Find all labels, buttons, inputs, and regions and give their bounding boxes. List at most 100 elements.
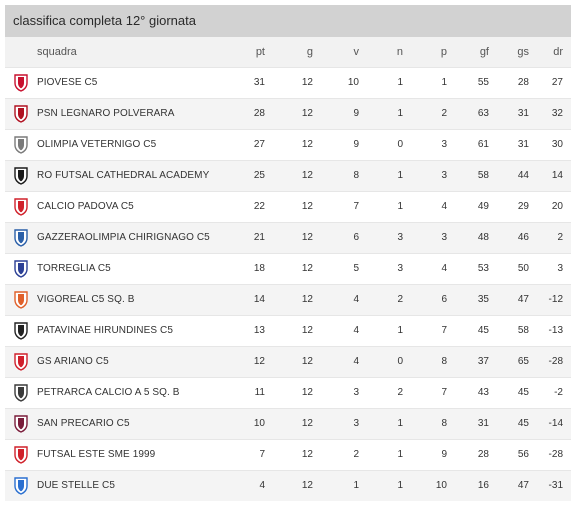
- cell-gf: 63: [455, 97, 497, 129]
- cell-p: 8: [411, 407, 455, 439]
- cell-v: 4: [321, 314, 367, 346]
- table-row[interactable]: FUTSAL ESTE SME 1999 7 12 2 1 9 28 56 -28: [5, 438, 571, 470]
- cell-p: 3: [411, 159, 455, 191]
- team-name[interactable]: SAN PRECARIO C5: [37, 418, 130, 429]
- futsal-este-crest-icon: [14, 445, 28, 464]
- team-name[interactable]: PSN LEGNARO POLVERARA: [37, 108, 175, 119]
- table-row[interactable]: RO FUTSAL CATHEDRAL ACADEMY 25 12 8 1 3 58 44 14: [5, 159, 571, 191]
- torreglia-crest-icon: [14, 259, 28, 278]
- cell-dr: 27: [537, 66, 571, 98]
- header-v[interactable]: v: [353, 45, 360, 58]
- table-row[interactable]: CALCIO PADOVA C5 22 12 7 1 4 49 29 20: [5, 190, 571, 222]
- cell-pt: 31: [223, 66, 273, 98]
- table-row[interactable]: GAZZERAOLIMPIA CHIRIGNAGO C5 21 12 6 3 3 48 46 2: [5, 221, 571, 253]
- table-row[interactable]: PSN LEGNARO POLVERARA 28 12 9 1 2 63 31 32: [5, 97, 571, 129]
- cell-gs: 47: [497, 469, 537, 501]
- cell-dr: 3: [537, 252, 571, 284]
- cell-gf: 61: [455, 128, 497, 160]
- team-name[interactable]: PATAVINAE HIRUNDINES C5: [37, 325, 174, 336]
- petrarca-crest-icon: [14, 383, 28, 402]
- cell-p: 7: [411, 376, 455, 408]
- header-p[interactable]: p: [440, 45, 447, 58]
- team-name[interactable]: PETRARCA CALCIO A 5 Sq. B: [37, 387, 180, 398]
- cell-pt: 7: [223, 438, 273, 470]
- cell-n: 1: [367, 407, 411, 439]
- table-row[interactable]: PIOVESE C5 31 12 10 1 1 55 28 27: [5, 66, 571, 98]
- cell-gs: 31: [497, 97, 537, 129]
- team-logo-cell: [5, 438, 37, 470]
- cell-dr: 32: [537, 97, 571, 129]
- table-row[interactable]: TORREGLIA C5 18 12 5 3 4 53 50 3: [5, 252, 571, 284]
- cell-n: 0: [367, 128, 411, 160]
- table-row[interactable]: PATAVINAE HIRUNDINES C5 13 12 4 1 7 45 58 -13: [5, 314, 571, 346]
- psn-legnaro-crest-icon: [14, 104, 28, 123]
- table-row[interactable]: VIGOREAL C5 Sq. B 14 12 4 2 6 35 47 -12: [5, 283, 571, 315]
- team-cell: FUTSAL ESTE SME 1999: [37, 438, 223, 470]
- table-row[interactable]: SAN PRECARIO C5 10 12 3 1 8 31 45 -14: [5, 407, 571, 439]
- team-name[interactable]: VIGOREAL C5 Sq. B: [37, 294, 135, 305]
- cell-p: 3: [411, 128, 455, 160]
- cell-g: 12: [273, 407, 321, 439]
- header-dr[interactable]: dr: [553, 45, 563, 58]
- header-logo-cell: [5, 37, 37, 67]
- cell-g: 12: [273, 159, 321, 191]
- table-row[interactable]: DUE STELLE C5 4 12 1 1 10 16 47 -31: [5, 469, 571, 501]
- cell-v: 1: [321, 469, 367, 501]
- cell-gs: 56: [497, 438, 537, 470]
- cell-p: 7: [411, 314, 455, 346]
- cell-gs: 29: [497, 190, 537, 222]
- team-cell: GAZZERAOLIMPIA CHIRIGNAGO C5: [37, 221, 223, 253]
- cell-dr: -12: [537, 283, 571, 315]
- team-name[interactable]: OLIMPIA VETERNIGO C5: [37, 139, 157, 150]
- cell-pt: 28: [223, 97, 273, 129]
- standings-table: squadra pt g v n p gf gs dr PIOVESE C5 31…: [5, 37, 571, 501]
- team-cell: GS ARIANO C5: [37, 345, 223, 377]
- team-logo-cell: [5, 376, 37, 408]
- cell-p: 3: [411, 221, 455, 253]
- team-name[interactable]: CALCIO PADOVA C5: [37, 201, 134, 212]
- header-gs[interactable]: gs: [517, 45, 529, 58]
- cell-n: 1: [367, 159, 411, 191]
- cell-g: 12: [273, 221, 321, 253]
- team-name[interactable]: GAZZERAOLIMPIA CHIRIGNAGO C5: [37, 232, 210, 243]
- cell-n: 1: [367, 66, 411, 98]
- cell-g: 12: [273, 128, 321, 160]
- team-name[interactable]: FUTSAL ESTE SME 1999: [37, 449, 156, 460]
- cell-gf: 35: [455, 283, 497, 315]
- cell-g: 12: [273, 66, 321, 98]
- cell-gf: 53: [455, 252, 497, 284]
- cell-g: 12: [273, 345, 321, 377]
- cell-dr: 14: [537, 159, 571, 191]
- team-cell: PIOVESE C5: [37, 66, 223, 98]
- team-cell: TORREGLIA C5: [37, 252, 223, 284]
- table-row[interactable]: PETRARCA CALCIO A 5 Sq. B 11 12 3 2 7 43 45 -2: [5, 376, 571, 408]
- cell-pt: 13: [223, 314, 273, 346]
- team-logo-cell: [5, 407, 37, 439]
- team-logo-cell: [5, 252, 37, 284]
- header-pt[interactable]: pt: [255, 45, 265, 58]
- cell-pt: 18: [223, 252, 273, 284]
- cell-g: 12: [273, 252, 321, 284]
- team-name[interactable]: DUE STELLE C5: [37, 480, 115, 492]
- table-row[interactable]: GS ARIANO C5 12 12 4 0 8 37 65 -28: [5, 345, 571, 377]
- header-g[interactable]: g: [306, 45, 313, 58]
- team-name[interactable]: GS ARIANO C5: [37, 356, 109, 367]
- cell-gs: 44: [497, 159, 537, 191]
- table-header-row: squadra pt g v n p gf gs dr: [5, 37, 571, 67]
- cell-gs: 65: [497, 345, 537, 377]
- cell-n: 1: [367, 469, 411, 501]
- cell-v: 3: [321, 407, 367, 439]
- cell-n: 0: [367, 345, 411, 377]
- header-squadra[interactable]: squadra: [37, 45, 77, 58]
- header-gf[interactable]: gf: [479, 45, 489, 58]
- cell-n: 1: [367, 314, 411, 346]
- team-name[interactable]: PIOVESE C5: [37, 77, 98, 88]
- gazzera-olimpia-crest-icon: [14, 228, 28, 247]
- team-name[interactable]: TORREGLIA C5: [37, 263, 111, 274]
- cell-gf: 58: [455, 159, 497, 191]
- header-n[interactable]: n: [396, 45, 403, 58]
- cell-v: 2: [321, 438, 367, 470]
- team-name[interactable]: RO FUTSAL CATHEDRAL ACADEMY: [37, 170, 210, 181]
- table-row[interactable]: OLIMPIA VETERNIGO C5 27 12 9 0 3 61 31 30: [5, 128, 571, 160]
- cell-gs: 45: [497, 407, 537, 439]
